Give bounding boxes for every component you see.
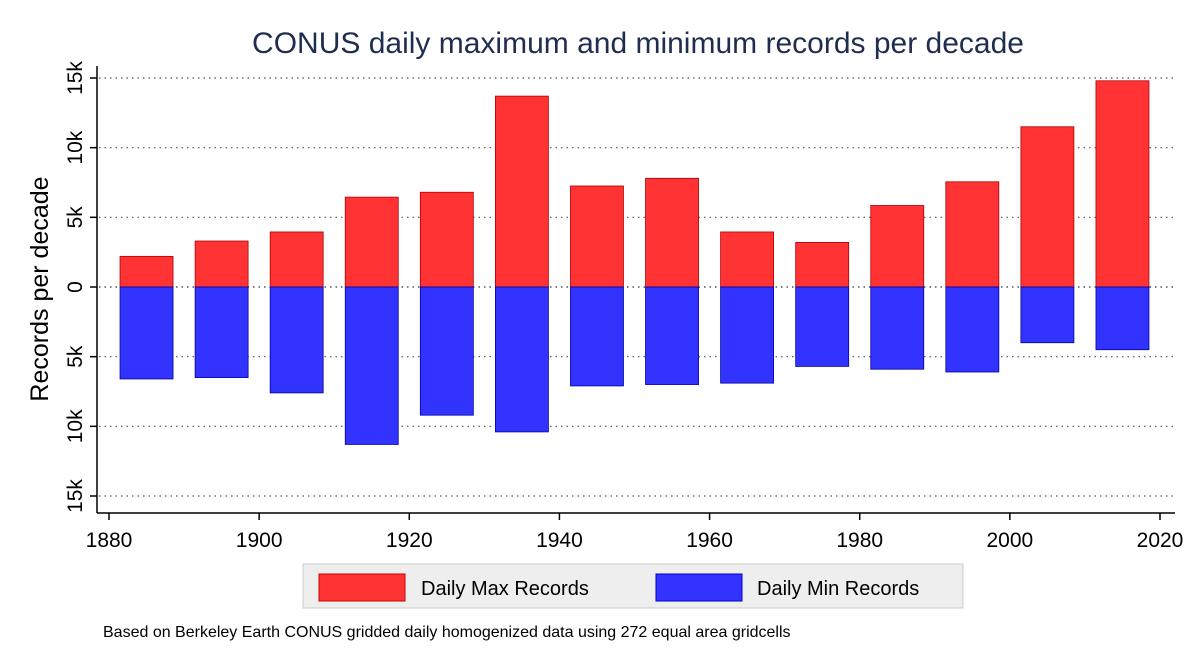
x-tick-label: 1900 [236,529,283,552]
bar-min [870,286,925,370]
legend-label-max: Daily Max Records [421,578,589,600]
bar-min [645,286,699,385]
y-tick-label: 10k [64,409,87,443]
legend-box [302,563,964,609]
y-tick-label: 5k [64,345,87,368]
bar-max [870,205,925,288]
bar-max [570,185,624,288]
bar-max [119,255,174,288]
bar-max [945,181,1000,288]
x-tick-label: 2020 [1137,529,1184,552]
bar-min [720,286,775,384]
x-tick-label: 1920 [386,529,433,552]
bar-min [194,286,249,378]
y-tick-label: 15k [64,61,87,95]
x-tick-label: 1880 [86,529,133,552]
bar-min [419,286,474,416]
y-tick-label: 5k [64,206,87,229]
y-tick-label: 10k [64,130,87,164]
x-tick-label: 2000 [986,529,1033,552]
bar-max [1020,126,1075,288]
bar-min [1020,286,1075,344]
bar-max [720,231,775,288]
grid-lines [99,77,1175,497]
y-axis-label: Records per decade [26,176,54,401]
legend-swatch-max [318,573,406,602]
bar-max [494,95,549,288]
chart-title: CONUS daily maximum and minimum records … [252,27,1024,60]
legend-swatch-min [655,573,743,602]
bar-max [344,196,399,288]
bar-min [119,286,174,380]
x-tick-label: 1980 [836,529,883,552]
bar-max [269,231,324,288]
bar-min [344,286,399,445]
bar-min [1095,286,1150,351]
x-tick-label: 1940 [536,529,583,552]
source-note: Based on Berkeley Earth CONUS gridded da… [103,624,791,641]
legend: Daily Max Records Daily Min Records [302,563,964,609]
bar-max [645,177,699,288]
bar-min [945,286,1000,373]
bar-min [494,286,549,433]
y-tick-label: 0 [64,281,87,293]
bar-min [570,286,624,387]
y-tick-label: 15k [64,479,87,513]
legend-label-min: Daily Min Records [757,578,919,600]
x-tick-label: 1960 [686,529,733,552]
bar-min [269,286,324,394]
axes: 15k 10k 5k 0 5k 10k 15k 1880 1900 1920 1940 1960 198… [64,61,1183,552]
bar-max [419,191,474,288]
bar-max [1095,80,1150,288]
bar-min [795,286,850,367]
bar-max [194,240,249,288]
bar-max [795,242,850,288]
bars [119,80,1150,445]
